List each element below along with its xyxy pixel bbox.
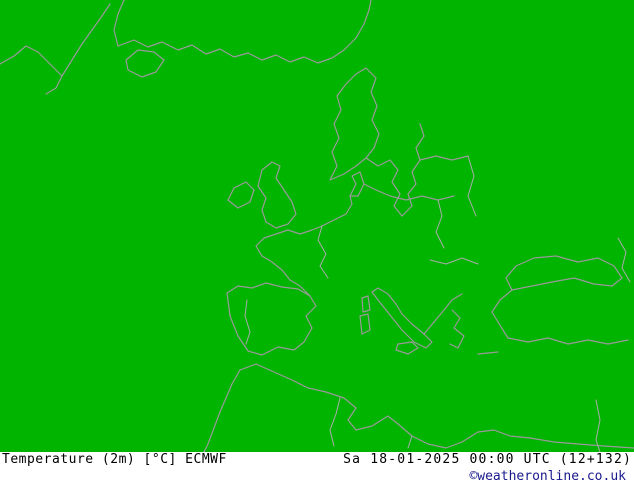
map-base-field	[0, 0, 634, 452]
forecast-timestamp: Sa 18-01-2025 00:00 UTC (12+132)	[343, 452, 632, 467]
map-title: Temperature (2m) [°C] ECMWF	[2, 452, 227, 467]
temperature-color-scale	[18, 469, 318, 490]
coastlines-layer	[0, 0, 634, 452]
legend-bar: Temperature (2m) [°C] ECMWF Sa 18-01-202…	[0, 452, 634, 490]
temperature-map[interactable]	[0, 0, 634, 452]
temperature-field-svg	[0, 0, 634, 452]
copyright-link[interactable]: ©weatheronline.co.uk	[469, 469, 626, 484]
color-scale-ticks	[18, 478, 318, 490]
